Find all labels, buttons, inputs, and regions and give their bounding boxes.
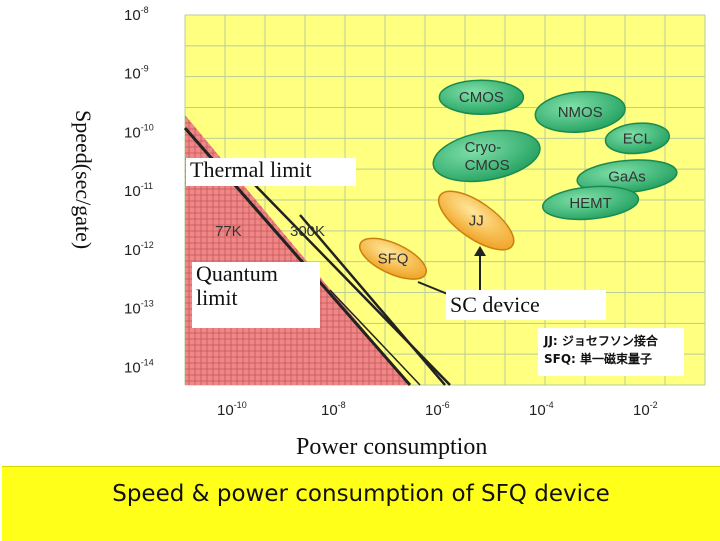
bubble-jj bbox=[437, 190, 515, 251]
bubble-label-nmos: NMOS bbox=[558, 104, 603, 121]
y-tick-label: 10-12 bbox=[124, 240, 154, 259]
bubble-label-ecl: ECL bbox=[623, 130, 652, 147]
thermal-limit-extra bbox=[329, 289, 421, 386]
x-tick-label: 10-6 bbox=[425, 400, 450, 419]
label-300k: 300K bbox=[290, 223, 325, 240]
bubble-label-sfq: SFQ bbox=[378, 251, 409, 268]
y-tick-label: 10-9 bbox=[124, 64, 149, 83]
y-tick-label: 10-8 bbox=[124, 5, 149, 24]
quantum-label-line1: Quantum bbox=[196, 261, 278, 286]
bubble-cryo-cmos bbox=[432, 129, 541, 183]
bubble-label-cmos2: CMOS bbox=[465, 157, 510, 174]
bubble-nmos bbox=[534, 90, 626, 133]
y-tick-label: 10-13 bbox=[124, 299, 154, 318]
x-tick-label: 10-2 bbox=[633, 400, 658, 419]
y-ticks: 10-8 10-9 10-10 10-11 10-12 10-13 10-14 bbox=[124, 5, 154, 376]
bubble-label-cryo: Cryo- bbox=[465, 139, 502, 156]
footer-title: Speed & power consumption of SFQ device bbox=[112, 481, 610, 507]
x-axis-label: Power consumption bbox=[296, 434, 488, 460]
sc-arrow-head bbox=[474, 246, 486, 256]
quantum-label-line2: limit bbox=[196, 285, 238, 310]
bubble-sfq bbox=[359, 237, 427, 280]
bubble-label-cmos: CMOS bbox=[459, 89, 504, 106]
bubble-cmos bbox=[438, 79, 525, 115]
x-ticks: 10-10 10-8 10-6 10-4 10-2 bbox=[217, 400, 658, 419]
quantum-limit-label: Quantum limit bbox=[192, 262, 320, 328]
legend-line-sfq: SFQ: 単一磁束量子 bbox=[544, 352, 653, 366]
bubble-label-gaas: GaAs bbox=[608, 169, 646, 186]
x-tick-label: 10-4 bbox=[529, 400, 554, 419]
x-tick-label: 10-10 bbox=[217, 400, 247, 419]
legend-line-jj: JJ: ジョセフソン接合 bbox=[544, 334, 658, 348]
bubble-hemt bbox=[542, 185, 640, 221]
y-axis-label: Speed(sec/gate) bbox=[71, 110, 96, 250]
x-tick-label: 10-8 bbox=[321, 400, 346, 419]
y-tick-label: 10-14 bbox=[124, 357, 154, 376]
sfq-arrow bbox=[417, 281, 451, 296]
thermal-limit-label: Thermal limit bbox=[186, 158, 356, 186]
thermal-limit-300k bbox=[299, 214, 446, 386]
y-tick-label: 10-11 bbox=[124, 181, 153, 200]
bubble-ecl bbox=[604, 122, 671, 155]
bubble-label-hemt: HEMT bbox=[569, 195, 612, 212]
sc-device-label: SC device bbox=[446, 290, 606, 320]
label-77k: 77K bbox=[215, 223, 242, 240]
bubble-label-jj: JJ bbox=[469, 213, 484, 230]
footer-banner: Speed & power consumption of SFQ device bbox=[2, 466, 720, 541]
y-tick-label: 10-10 bbox=[124, 122, 154, 141]
legend-box: JJ: ジョセフソン接合 SFQ: 単一磁束量子 bbox=[538, 328, 684, 376]
